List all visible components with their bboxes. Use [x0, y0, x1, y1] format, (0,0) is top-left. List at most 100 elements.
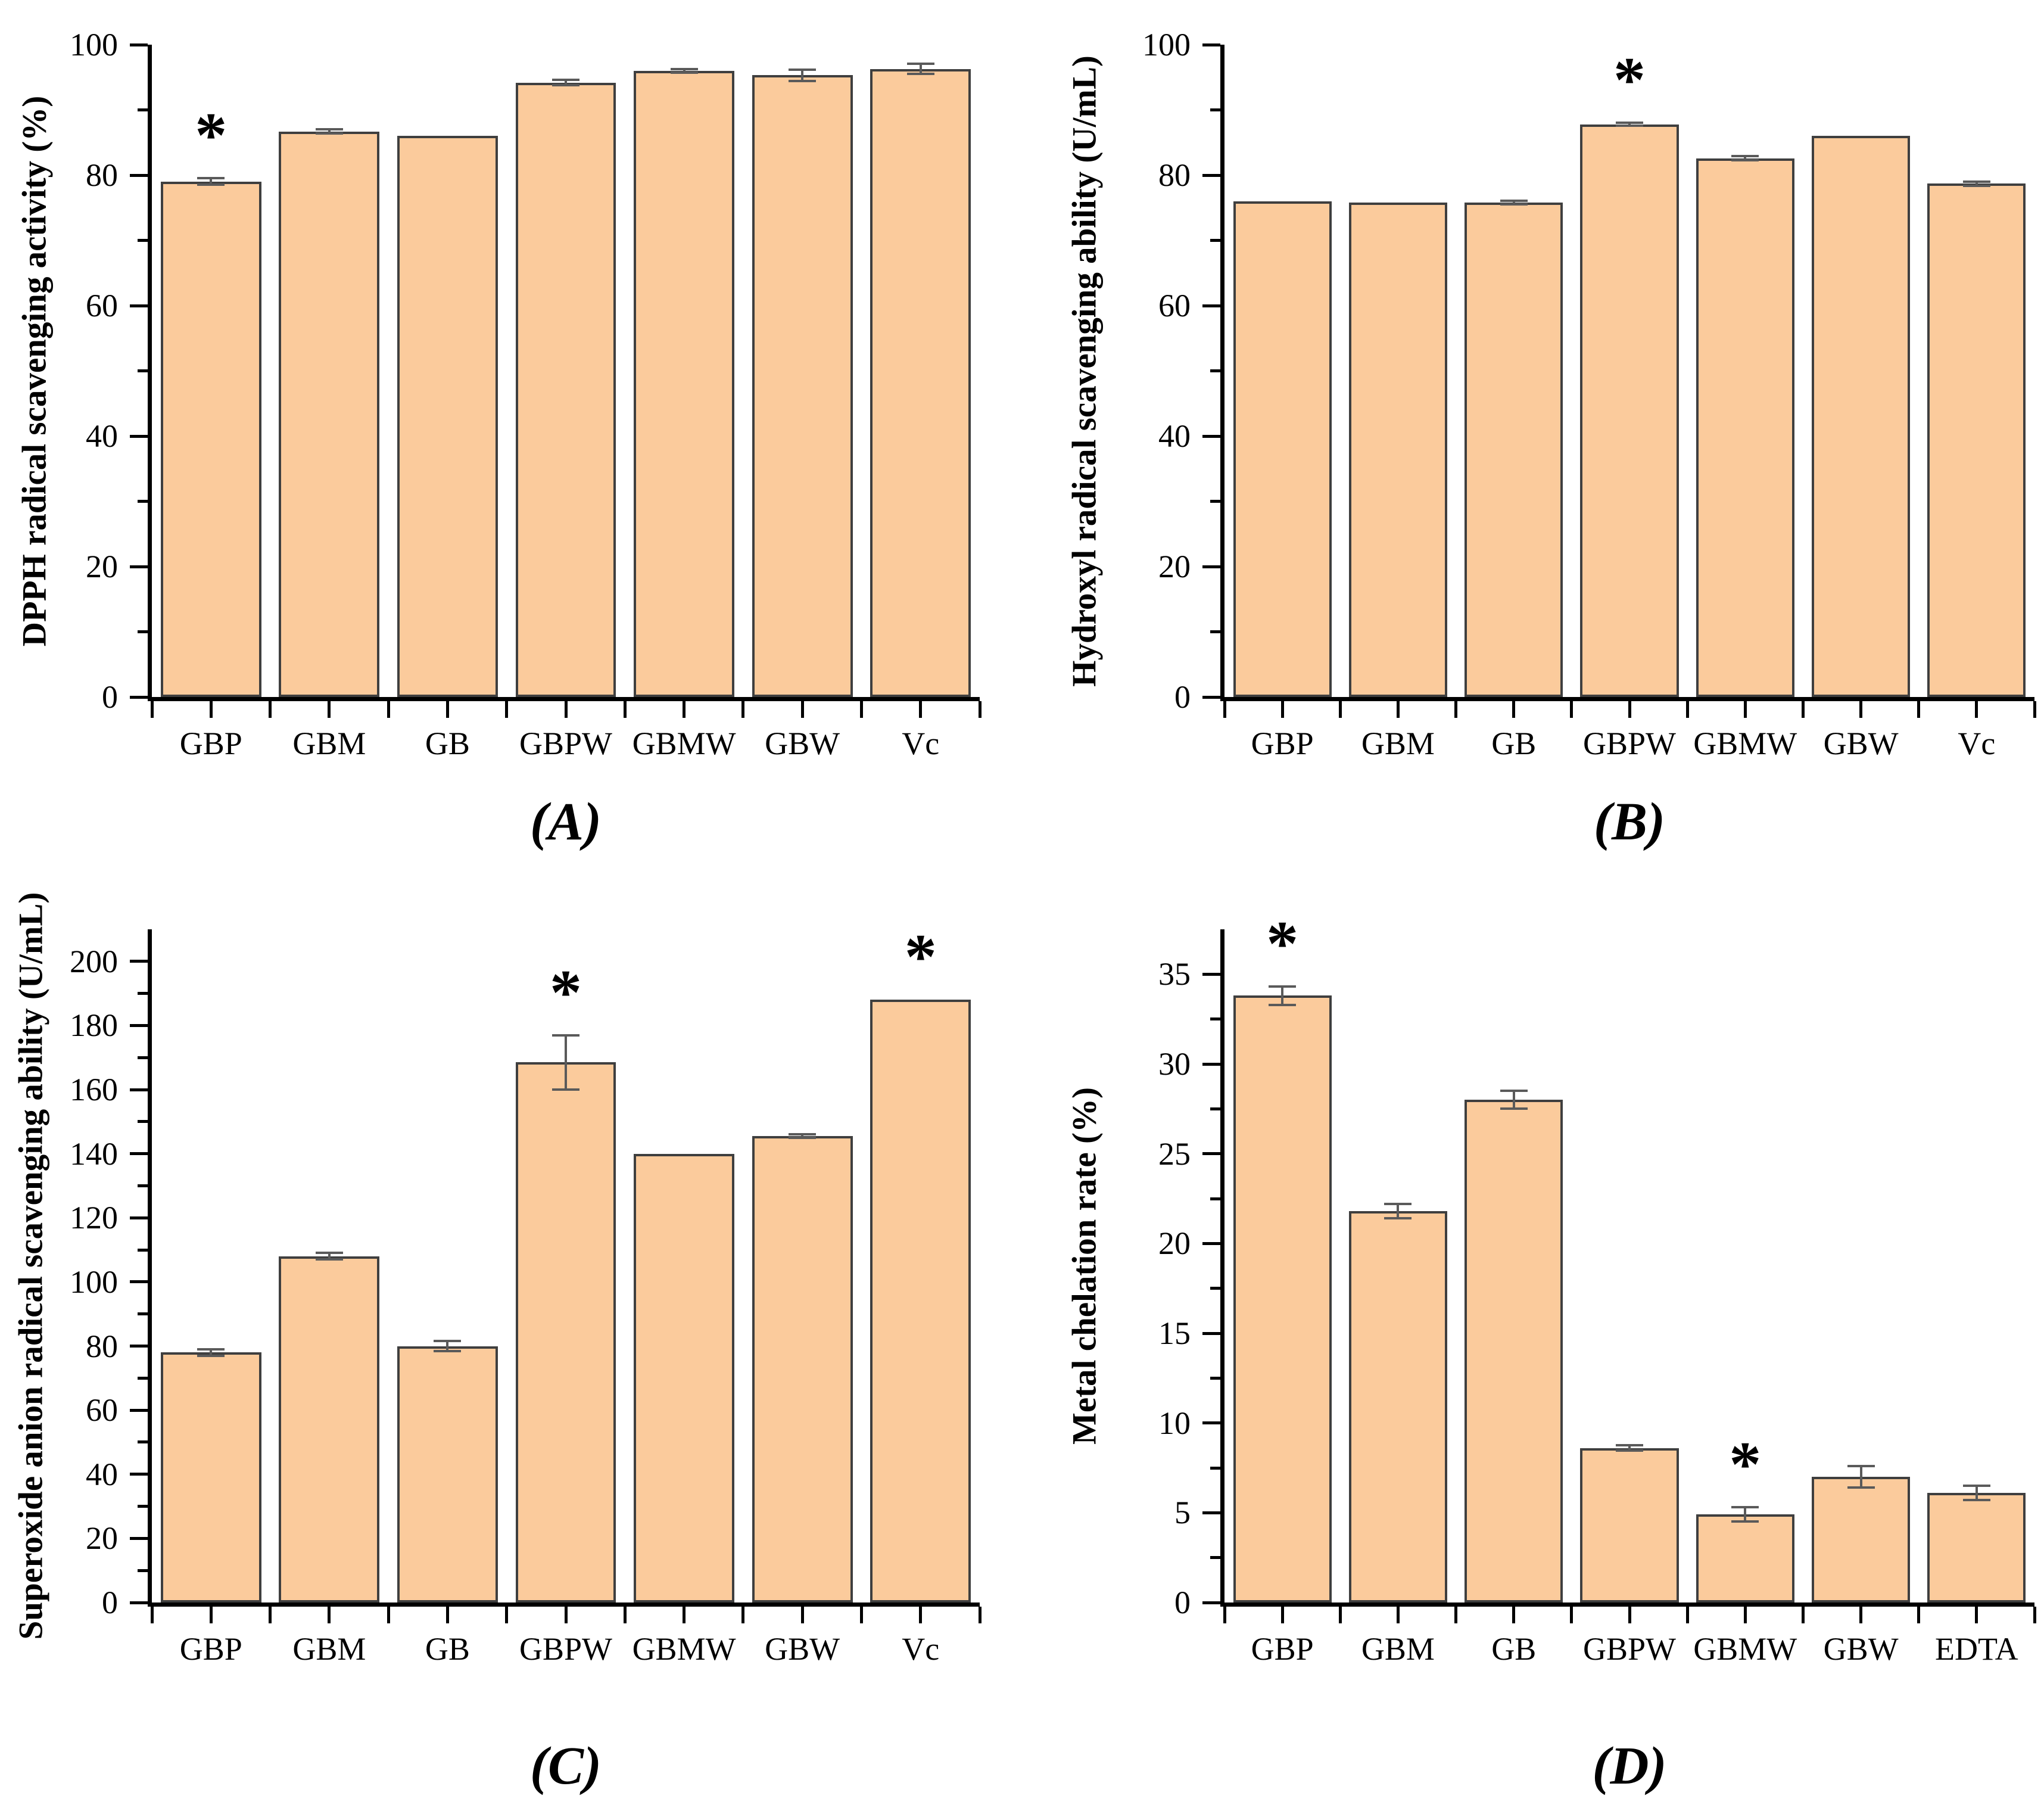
- x-axis-tick: [1801, 1607, 1805, 1623]
- y-axis-major-tick: [130, 1023, 148, 1027]
- x-tick-label: GBMW: [632, 726, 736, 761]
- y-axis-minor-tick: [138, 1505, 148, 1508]
- y-axis-minor-tick: [138, 1120, 148, 1124]
- error-bar-cap-bottom: [197, 1354, 225, 1357]
- y-tick-label: 100: [70, 1264, 118, 1300]
- y-tick-label: 80: [86, 157, 118, 193]
- y-tick-label: 5: [1174, 1495, 1191, 1531]
- bar-gbp: [1233, 201, 1332, 697]
- x-axis-tick: [800, 1607, 804, 1623]
- x-axis-tick: [2033, 701, 2036, 718]
- bar-vc: [870, 1000, 971, 1602]
- bar-gbmw: [1696, 158, 1794, 697]
- y-axis-minor-tick: [1210, 1017, 1220, 1021]
- error-bar-cap-top: [1269, 985, 1297, 988]
- y-axis-line: [148, 45, 152, 701]
- y-axis-line: [1220, 929, 1224, 1607]
- y-axis-minor-tick: [138, 108, 148, 111]
- x-axis-tick: [919, 701, 923, 718]
- y-tick-label: 0: [102, 679, 118, 715]
- x-axis-tick: [741, 701, 745, 718]
- x-tick-label: Vc: [1958, 726, 1996, 761]
- y-axis-minor-tick: [138, 1056, 148, 1059]
- x-axis-tick: [1338, 1607, 1342, 1623]
- y-axis-major-tick: [130, 1345, 148, 1348]
- panel-letter-c: (C): [530, 1737, 602, 1796]
- bar-vc: [1927, 183, 2026, 697]
- error-bar: [801, 69, 804, 82]
- error-bar: [1397, 1204, 1400, 1219]
- error-bar: [1859, 1465, 1862, 1488]
- error-bar-cap-bottom: [670, 71, 698, 74]
- error-bar-cap-top: [1616, 122, 1643, 125]
- error-bar: [1281, 987, 1284, 1005]
- y-tick-label: 20: [1158, 549, 1191, 584]
- error-bar-cap-bottom: [1384, 1217, 1412, 1220]
- error-bar-cap-bottom: [1500, 1107, 1528, 1110]
- error-bar-cap-top: [315, 1252, 343, 1255]
- y-axis-major-tick: [130, 1152, 148, 1156]
- error-bar-cap-bottom: [315, 132, 343, 135]
- bar-gb: [1465, 202, 1563, 697]
- y-axis-major-tick: [1202, 1062, 1220, 1066]
- x-axis-tick: [800, 701, 804, 718]
- y-axis-minor-tick: [138, 1184, 148, 1187]
- x-tick-label: GBP: [179, 726, 242, 761]
- bar-gb: [397, 1346, 498, 1602]
- x-axis-tick: [328, 1607, 331, 1623]
- x-axis-line: [148, 1602, 980, 1607]
- significance-asterisk: *: [1613, 45, 1646, 116]
- error-bar: [328, 1253, 331, 1260]
- bar-gbpw: [515, 82, 616, 697]
- error-bar: [1744, 156, 1747, 160]
- y-axis-minor-tick: [1210, 239, 1220, 242]
- x-axis-tick: [1801, 701, 1805, 718]
- x-axis-tick: [1223, 1607, 1226, 1623]
- y-axis-minor-tick: [1210, 1466, 1220, 1470]
- error-bar-cap-bottom: [1616, 1449, 1643, 1452]
- y-axis-minor-tick: [1210, 1287, 1220, 1290]
- y-axis-line: [148, 929, 152, 1607]
- x-tick-label: GBM: [292, 1631, 366, 1667]
- significance-asterisk: *: [904, 922, 937, 993]
- error-bar-cap-top: [552, 1034, 579, 1037]
- x-axis-tick: [1917, 1607, 1921, 1623]
- x-axis-tick: [623, 1607, 627, 1623]
- x-axis-tick: [1570, 1607, 1573, 1623]
- bar-gbw: [1812, 1477, 1911, 1602]
- x-axis-line: [1220, 1602, 2034, 1607]
- y-axis-major-tick: [130, 1280, 148, 1284]
- y-axis-minor-tick: [138, 992, 148, 995]
- error-bar-cap-bottom: [1500, 203, 1528, 206]
- y-axis-major-tick: [1202, 1421, 1220, 1425]
- bar-edta: [1927, 1493, 2026, 1602]
- x-tick-label: GBPW: [519, 726, 613, 761]
- y-tick-label: 35: [1158, 956, 1191, 992]
- x-tick-label: GB: [425, 1631, 470, 1667]
- x-axis-tick: [387, 701, 390, 718]
- y-tick-label: 60: [1158, 288, 1191, 323]
- error-bar: [919, 63, 922, 74]
- error-bar: [1628, 1445, 1631, 1451]
- x-tick-label: GBP: [179, 1631, 242, 1667]
- error-bar-cap-bottom: [1962, 1499, 1990, 1502]
- error-bar-cap-bottom: [315, 1258, 343, 1261]
- panel-b: Hydroxyl radical scavenging ability (U/m…: [1022, 0, 2044, 906]
- y-axis-minor-tick: [138, 1376, 148, 1380]
- x-axis-tick: [505, 701, 509, 718]
- y-axis-title: Hydroxyl radical scavenging ability (U/m…: [1065, 55, 1104, 687]
- y-axis-minor-tick: [1210, 1107, 1220, 1110]
- error-bar: [683, 69, 686, 73]
- x-tick-label: Vc: [902, 1631, 940, 1667]
- x-axis-tick: [1917, 701, 1921, 718]
- error-bar: [328, 129, 331, 133]
- x-axis-tick: [1280, 1607, 1284, 1623]
- x-tick-label: GBMW: [1693, 1631, 1797, 1667]
- x-tick-label: EDTA: [1935, 1631, 2018, 1667]
- y-tick-label: 60: [86, 288, 118, 323]
- x-axis-tick: [1685, 701, 1689, 718]
- y-axis-major-tick: [1202, 434, 1220, 438]
- x-tick-label: GBMW: [1693, 726, 1797, 761]
- x-tick-label: GBW: [765, 726, 840, 761]
